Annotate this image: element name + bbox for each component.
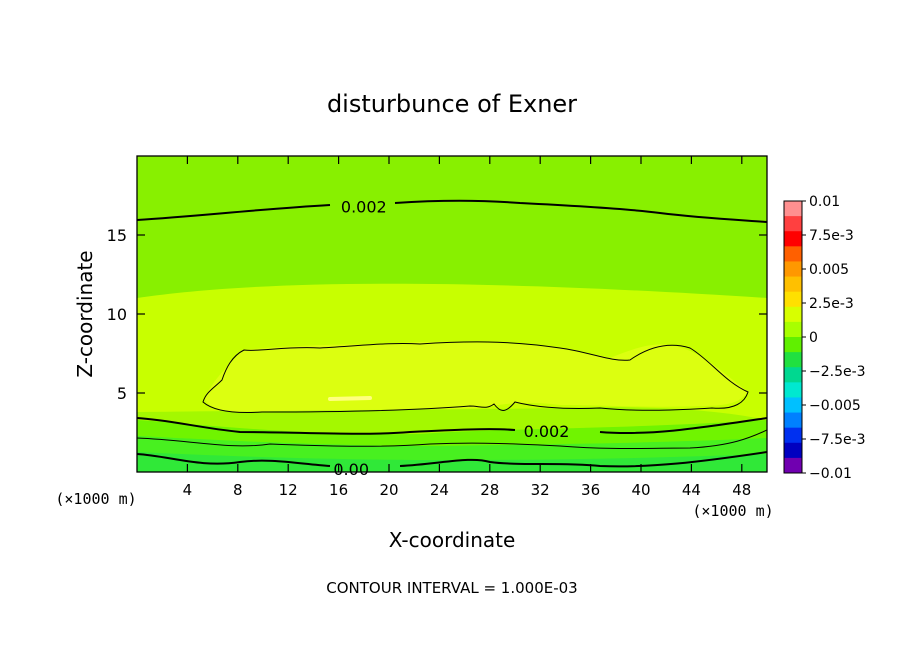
y-tick-label: 15 xyxy=(107,226,127,245)
x-tick-label: 8 xyxy=(233,481,243,499)
colorbar-segment xyxy=(784,321,802,338)
x-tick-label: 28 xyxy=(480,481,499,499)
x-axis-unit: (×1000 m) xyxy=(692,502,773,520)
colorbar-tick-label: −0.005 xyxy=(809,398,861,414)
contour-line-lower-3 xyxy=(137,451,767,468)
y-tick-label: 5 xyxy=(117,384,127,403)
colorbar: 0.01 7.5e-3 0.005 2.5e-3 0 −2.5e-3 −0.005 −7.5e… xyxy=(783,194,866,482)
contour-line-upper xyxy=(137,199,767,223)
x-tick-label: 44 xyxy=(682,481,701,499)
y-axis-label: Z-coordinate xyxy=(73,250,97,377)
colorbar-segment xyxy=(784,276,802,293)
contour-line-blob xyxy=(202,341,749,413)
contour-label: 0.002 xyxy=(524,422,570,441)
colorbar-segment xyxy=(784,442,802,459)
contour-line-lower-1 xyxy=(137,417,767,435)
colorbar-tick-label: 7.5e-3 xyxy=(809,228,854,244)
colorbar-segment xyxy=(784,397,802,414)
x-tick-label: 20 xyxy=(379,481,398,499)
colorbar-segment xyxy=(784,352,802,368)
contour-label: 0.002 xyxy=(341,198,387,217)
colorbar-tick-label: 0.01 xyxy=(809,194,840,210)
field-highlight xyxy=(328,396,372,401)
colorbar-tick-label: −7.5e-3 xyxy=(809,432,866,448)
colorbar-segment xyxy=(784,367,802,383)
contour-interval-note: CONTOUR INTERVAL = 1.000E-03 xyxy=(326,579,577,597)
colorbar-segment xyxy=(784,261,802,278)
colorbar-tick-label: −0.01 xyxy=(809,466,852,482)
x-tick-label: 24 xyxy=(430,481,449,499)
contour-label: 0.00 xyxy=(333,460,369,479)
colorbar-segment xyxy=(784,427,802,444)
y-axis-unit: (×1000 m) xyxy=(55,490,136,508)
colorbar-segment xyxy=(784,306,802,323)
x-tick-label: 36 xyxy=(581,481,600,499)
colorbar-tick-label: 0 xyxy=(809,330,818,346)
x-tick-label: 48 xyxy=(732,481,751,499)
colorbar-tick-label: 0.005 xyxy=(809,262,849,278)
x-tick-label: 40 xyxy=(631,481,650,499)
colorbar-tick-label: −2.5e-3 xyxy=(809,364,866,380)
colorbar-segment xyxy=(784,457,802,474)
x-tick-label: 12 xyxy=(279,481,298,499)
colorbar-segment xyxy=(784,291,802,308)
x-tick-label: 16 xyxy=(329,481,348,499)
x-tick-label: 32 xyxy=(531,481,550,499)
chart-title: disturbunce of Exner xyxy=(327,90,577,118)
x-tick-label: 4 xyxy=(183,481,193,499)
colorbar-tick-label: 2.5e-3 xyxy=(809,296,854,312)
y-tick-label: 10 xyxy=(107,305,127,324)
colorbar-segment xyxy=(784,412,802,429)
x-axis-label: X-coordinate xyxy=(389,528,516,552)
colorbar-segment xyxy=(784,201,802,217)
colorbar-segment xyxy=(784,246,802,262)
contour-line-lower-2 xyxy=(137,429,767,449)
colorbar-segment xyxy=(784,337,802,353)
plot-area xyxy=(137,156,767,472)
field-blob-max xyxy=(205,341,748,412)
colorbar-segment xyxy=(784,216,802,232)
colorbar-segment xyxy=(784,231,802,247)
colorbar-segment xyxy=(784,382,802,398)
